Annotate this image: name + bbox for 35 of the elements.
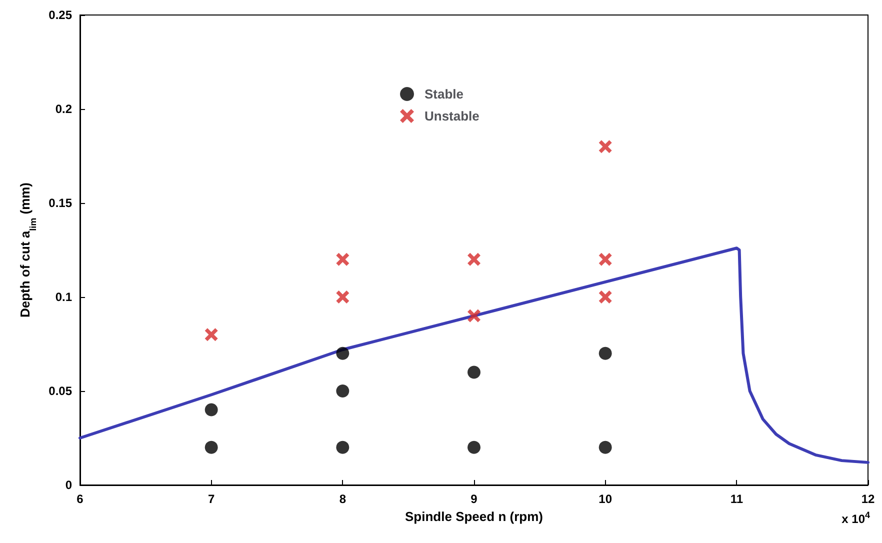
point [204,328,218,342]
point [598,290,612,304]
x-tick-label: 12 [861,492,875,506]
y-tick-label: 0.1 [55,290,72,304]
y-tick-label: 0.2 [55,102,72,116]
point [598,252,612,266]
point [336,346,350,360]
point [204,403,218,416]
point [468,309,480,322]
point [336,440,350,454]
y-axis-title: Depth of cut alim (mm) [18,182,38,318]
line-series [78,246,870,464]
legend-label: Stable [424,86,464,102]
y-tick-label: 0.15 [48,196,72,210]
x-tick-label: 10 [598,492,612,506]
point [336,384,350,398]
y-tick-label: 0 [65,478,72,492]
point [336,290,350,304]
point [468,252,480,266]
point [468,366,480,379]
x-tick-label: 9 [470,492,478,506]
x-tick-label: 11 [730,492,744,506]
point [598,346,612,360]
x-axis-title: Spindle Speed n (rpm) [405,508,543,524]
y-tick-label: 0.05 [48,384,72,398]
x-tick-label: 7 [208,492,215,506]
x-tick-label: 6 [76,492,84,506]
point [336,252,350,266]
point [468,440,480,454]
y-tick-label: 0.25 [48,8,72,22]
point [204,440,218,454]
legend-label: Unstable [424,108,480,124]
x-tick-label: 8 [339,492,346,506]
point [598,140,612,154]
point [598,440,612,454]
